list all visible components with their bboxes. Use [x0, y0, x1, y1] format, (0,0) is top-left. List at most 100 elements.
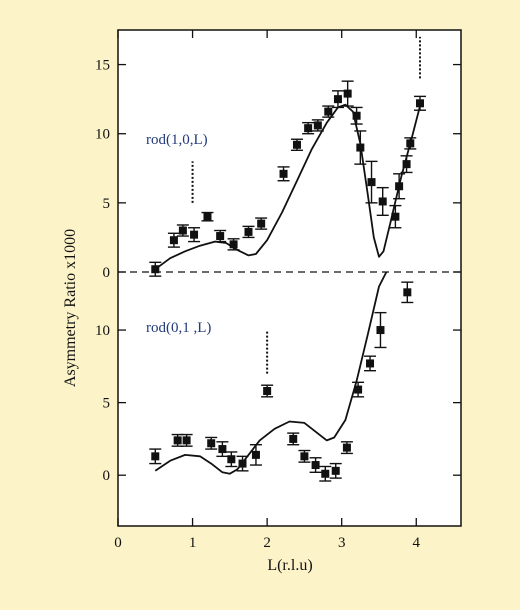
panels-layer: 0 5 10 15 rod(1,0,L) 0 5 10 rod(0,1 ,L)	[95, 36, 461, 484]
data-point	[149, 448, 162, 465]
point-marker	[207, 439, 216, 448]
point-marker	[343, 89, 352, 98]
point-marker	[311, 461, 320, 470]
point-marker	[403, 288, 412, 297]
panel-label: rod(0,1 ,L)	[146, 320, 211, 336]
data-point	[400, 155, 413, 174]
data-point	[249, 444, 262, 466]
data-point	[364, 355, 377, 372]
data-point	[401, 281, 414, 304]
point-marker	[300, 452, 309, 461]
point-marker	[324, 107, 333, 116]
point-marker	[402, 160, 411, 169]
data-point	[149, 261, 162, 277]
data-point	[404, 137, 417, 150]
point-marker	[356, 143, 365, 152]
point-marker	[391, 212, 400, 221]
point-marker	[289, 434, 298, 443]
point-marker	[333, 95, 342, 104]
x-axis-label: L(r.l.u)	[267, 557, 312, 574]
data-point	[350, 106, 363, 125]
data-point	[205, 436, 218, 450]
data-point	[331, 90, 344, 109]
data-point	[298, 449, 311, 463]
point-marker	[229, 240, 238, 249]
y-tick-label: 10	[95, 127, 110, 143]
data-point	[393, 173, 406, 200]
data-point	[290, 138, 303, 152]
data-point	[227, 238, 240, 251]
point-marker	[169, 236, 178, 245]
point-marker	[173, 436, 182, 445]
x-tick-label: 0	[114, 535, 122, 551]
point-marker	[406, 139, 415, 148]
x-tick-label: 1	[189, 535, 197, 551]
data-point	[311, 119, 324, 132]
data-point	[176, 224, 189, 237]
point-marker	[292, 140, 301, 149]
point-marker	[331, 466, 340, 475]
point-marker	[227, 455, 236, 464]
y-tick-label: 0	[103, 468, 111, 484]
y-tick-label: 5	[103, 396, 111, 412]
data-point	[236, 455, 249, 472]
data-point	[365, 160, 378, 204]
point-marker	[342, 443, 351, 452]
data-point	[180, 433, 193, 447]
fit-curve	[154, 271, 388, 475]
point-marker	[313, 121, 322, 130]
data-point	[255, 217, 268, 230]
point-marker	[279, 169, 288, 178]
y-axis-label: Asymmetry Ratio x1000	[62, 229, 79, 387]
point-marker	[304, 124, 313, 133]
data-point	[376, 186, 389, 217]
point-marker	[238, 459, 247, 468]
point-marker	[218, 445, 227, 454]
point-marker	[216, 232, 225, 241]
data-point	[340, 441, 353, 455]
panel-label: rod(1,0,L)	[146, 132, 208, 148]
y-tick-label: 15	[95, 58, 110, 74]
point-marker	[190, 230, 199, 239]
point-marker	[178, 226, 187, 235]
data-point	[277, 166, 290, 182]
y-tick-label: 10	[95, 323, 110, 339]
y-tick-label: 5	[103, 196, 111, 212]
point-marker	[366, 359, 375, 368]
data-point	[374, 311, 387, 349]
x-axis: 0 1 2 3 4	[114, 30, 421, 551]
panel-rod-1-0-L: 0 5 10 15 rod(1,0,L)	[95, 36, 461, 281]
data-point	[188, 227, 201, 243]
point-marker	[415, 99, 424, 108]
data-point	[309, 457, 322, 473]
point-marker	[257, 219, 266, 228]
data-point	[319, 465, 332, 482]
point-marker	[352, 111, 361, 120]
plot-area	[117, 29, 462, 527]
point-marker	[376, 326, 385, 335]
point-marker	[151, 452, 160, 461]
data-point	[389, 204, 402, 229]
data-point	[216, 441, 229, 458]
data-point	[287, 432, 300, 446]
point-marker	[151, 265, 160, 274]
data-point	[225, 451, 238, 468]
point-marker	[263, 387, 272, 396]
point-marker	[395, 182, 404, 191]
data-point	[261, 384, 274, 398]
point-marker	[251, 450, 260, 459]
data-point	[329, 462, 342, 479]
data-point	[201, 211, 214, 222]
data-point	[302, 121, 315, 135]
point-marker	[354, 385, 363, 394]
data-point	[167, 232, 180, 248]
data-point	[214, 229, 227, 243]
point-marker	[182, 436, 191, 445]
point-marker	[321, 469, 330, 478]
data-point	[341, 80, 354, 107]
data-point	[354, 130, 367, 165]
x-tick-label: 3	[338, 535, 346, 551]
panel-rod-0-1-L: 0 5 10 rod(0,1 ,L)	[95, 271, 461, 484]
point-marker	[244, 227, 253, 236]
